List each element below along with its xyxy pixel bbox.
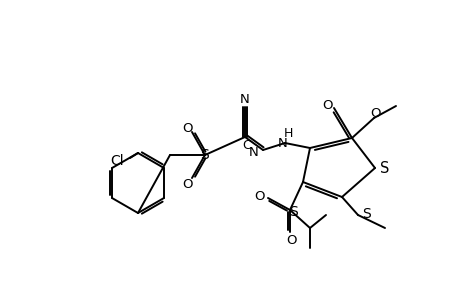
Text: H: H <box>283 127 292 140</box>
Text: S: S <box>289 205 298 219</box>
Text: O: O <box>254 190 265 202</box>
Text: N: N <box>249 146 258 158</box>
Text: O: O <box>370 106 381 119</box>
Text: O: O <box>322 98 332 112</box>
Text: S: S <box>361 207 370 221</box>
Text: Cl: Cl <box>110 154 124 168</box>
Text: O: O <box>182 178 193 190</box>
Text: N: N <box>278 136 287 149</box>
Text: N: N <box>240 92 249 106</box>
Text: S: S <box>379 160 388 175</box>
Text: S: S <box>200 148 209 162</box>
Text: O: O <box>286 233 297 247</box>
Text: C: C <box>242 139 251 152</box>
Text: O: O <box>182 122 193 134</box>
